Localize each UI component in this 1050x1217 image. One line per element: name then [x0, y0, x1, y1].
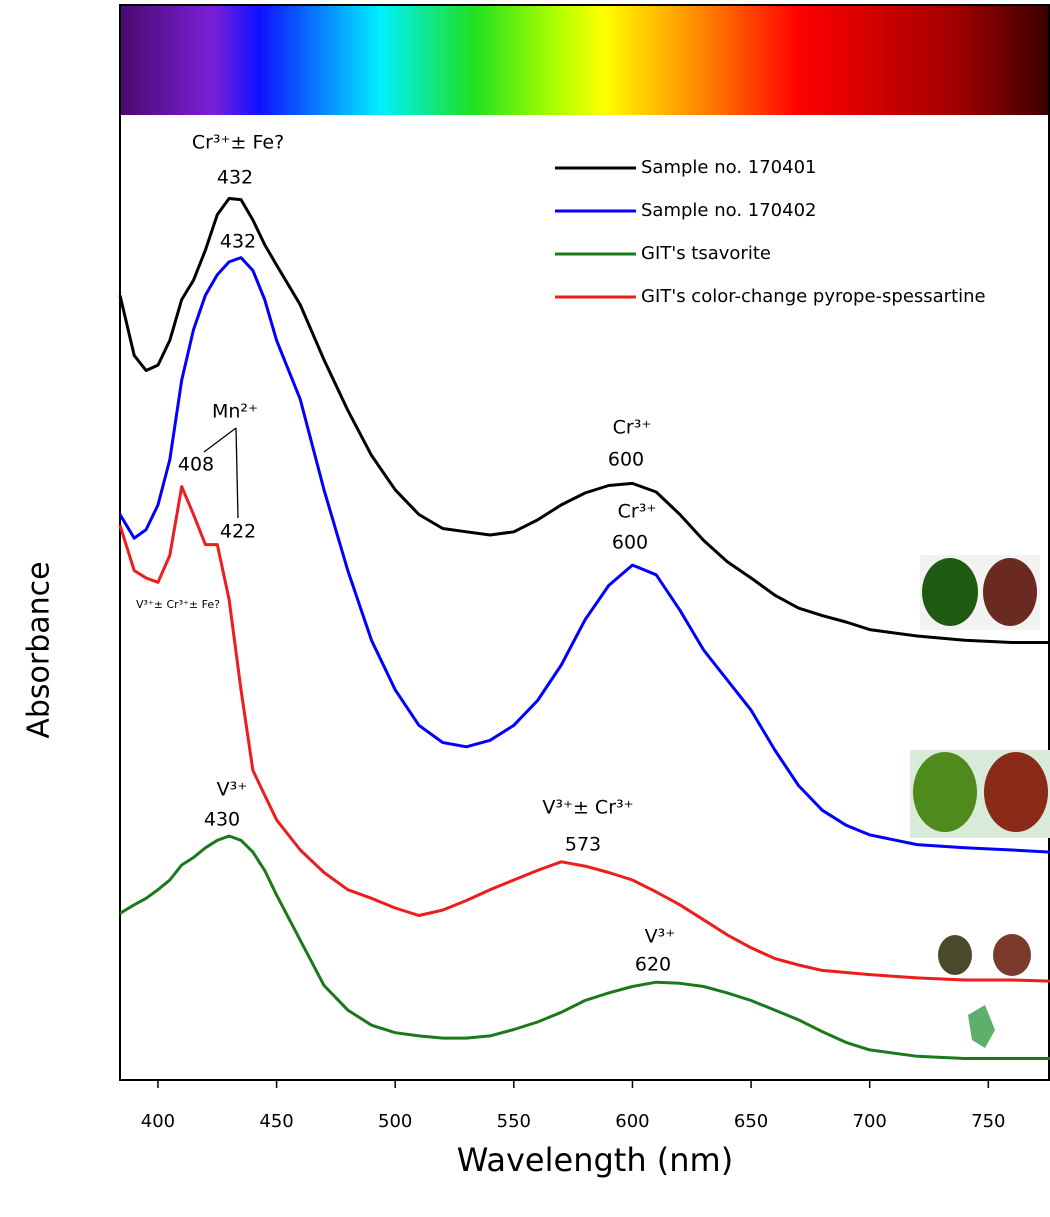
peak-annotation: V³⁺	[645, 926, 676, 948]
peak-annotation: Cr³⁺	[613, 417, 652, 439]
peak-annotation: 430	[204, 809, 240, 831]
y-axis-label: Absorbance	[22, 561, 57, 738]
x-tick-label: 600	[615, 1111, 649, 1132]
x-tick-label: 750	[971, 1111, 1005, 1132]
legend-label: GIT's tsavorite	[641, 243, 771, 264]
leader-lines	[203, 427, 239, 519]
x-axis-label: Wavelength (nm)	[457, 1141, 733, 1179]
x-tick-label: 500	[378, 1111, 412, 1132]
spectrum-line	[118, 197, 1050, 644]
peak-annotation: 408	[178, 454, 214, 476]
spectrum-line	[118, 485, 1050, 983]
peak-annotation: 600	[612, 532, 648, 554]
legend-label: GIT's color-change pyrope-spessartine	[641, 286, 986, 307]
legend-label: Sample no. 170402	[641, 200, 816, 221]
gem-images	[910, 555, 1050, 1048]
x-tick-label: 700	[853, 1111, 887, 1132]
x-tick-label: 450	[259, 1111, 293, 1132]
peak-annotation: V³⁺	[217, 779, 248, 801]
peak-annotation: Cr³⁺	[618, 501, 657, 523]
peak-annotation: 573	[565, 834, 601, 856]
peak-annotation: 432	[217, 167, 253, 189]
peak-annotation: 432	[220, 231, 256, 253]
spectrum-line	[118, 256, 1050, 854]
peak-annotation: 600	[608, 449, 644, 471]
peak-annotation: Cr³⁺± Fe?	[192, 132, 284, 154]
x-tick-label: 650	[734, 1111, 768, 1132]
peak-annotation: V³⁺± Cr³⁺	[542, 797, 633, 819]
x-tick-label: 400	[141, 1111, 175, 1132]
legend-label: Sample no. 170401	[641, 157, 816, 178]
plot-frame	[119, 4, 1050, 1081]
peak-annotation: Mn²⁺	[212, 401, 258, 423]
peak-annotation: 422	[220, 521, 256, 543]
peak-annotation: V³⁺± Cr³⁺± Fe?	[136, 598, 220, 611]
spectrum-bar	[120, 5, 1050, 115]
x-tick-label: 550	[497, 1111, 531, 1132]
peak-annotation: 620	[635, 954, 671, 976]
spectrum-line	[119, 834, 1050, 1060]
